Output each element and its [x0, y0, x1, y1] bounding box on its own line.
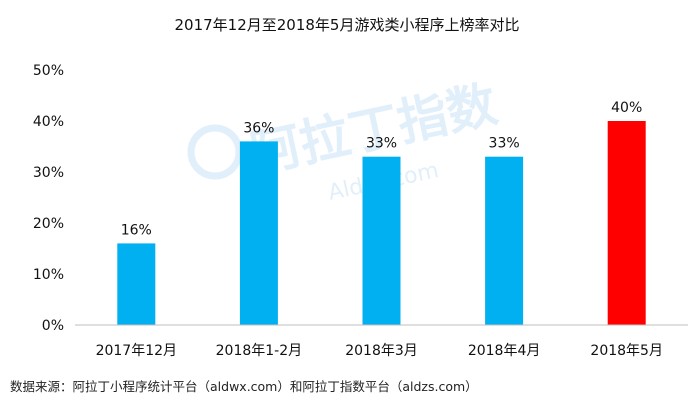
bar: [117, 243, 156, 325]
source-note: 数据来源：阿拉丁小程序统计平台（aldwx.com）和阿拉丁指数平台（aldzs…: [10, 379, 478, 394]
data-label: 36%: [243, 120, 274, 136]
data-label: 16%: [121, 222, 152, 238]
data-label: 33%: [489, 136, 520, 152]
bar: [607, 121, 646, 325]
chart-title: 2017年12月至2018年5月游戏类小程序上榜率对比: [174, 16, 520, 34]
bar: [362, 156, 401, 325]
x-tick-label: 2017年12月: [96, 343, 177, 359]
y-tick-label: 20%: [33, 216, 64, 232]
x-tick-label: 2018年4月: [468, 343, 541, 359]
watermark: 阿拉丁指数 Aldzs.com: [187, 75, 502, 206]
bars: [117, 121, 646, 325]
bar: [239, 141, 278, 325]
data-labels: 16% 36% 33% 33% 40%: [121, 100, 643, 238]
y-tick-label: 30%: [33, 165, 64, 181]
y-axis: 0% 10% 20% 30% 40% 50%: [33, 63, 64, 334]
y-tick-label: 50%: [33, 63, 64, 79]
data-label: 40%: [611, 100, 642, 116]
y-tick-label: 40%: [33, 114, 64, 130]
data-label: 33%: [366, 136, 397, 152]
x-axis: 2017年12月 2018年1-2月 2018年3月 2018年4月 2018年5月: [75, 324, 688, 359]
bar: [485, 156, 524, 325]
y-tick-label: 10%: [33, 267, 64, 283]
x-tick-label: 2018年1-2月: [216, 343, 303, 359]
x-tick-label: 2018年5月: [590, 343, 663, 359]
x-tick-label: 2018年3月: [345, 343, 418, 359]
watermark-logo-icon: [187, 124, 243, 180]
y-tick-label: 0%: [42, 318, 64, 334]
